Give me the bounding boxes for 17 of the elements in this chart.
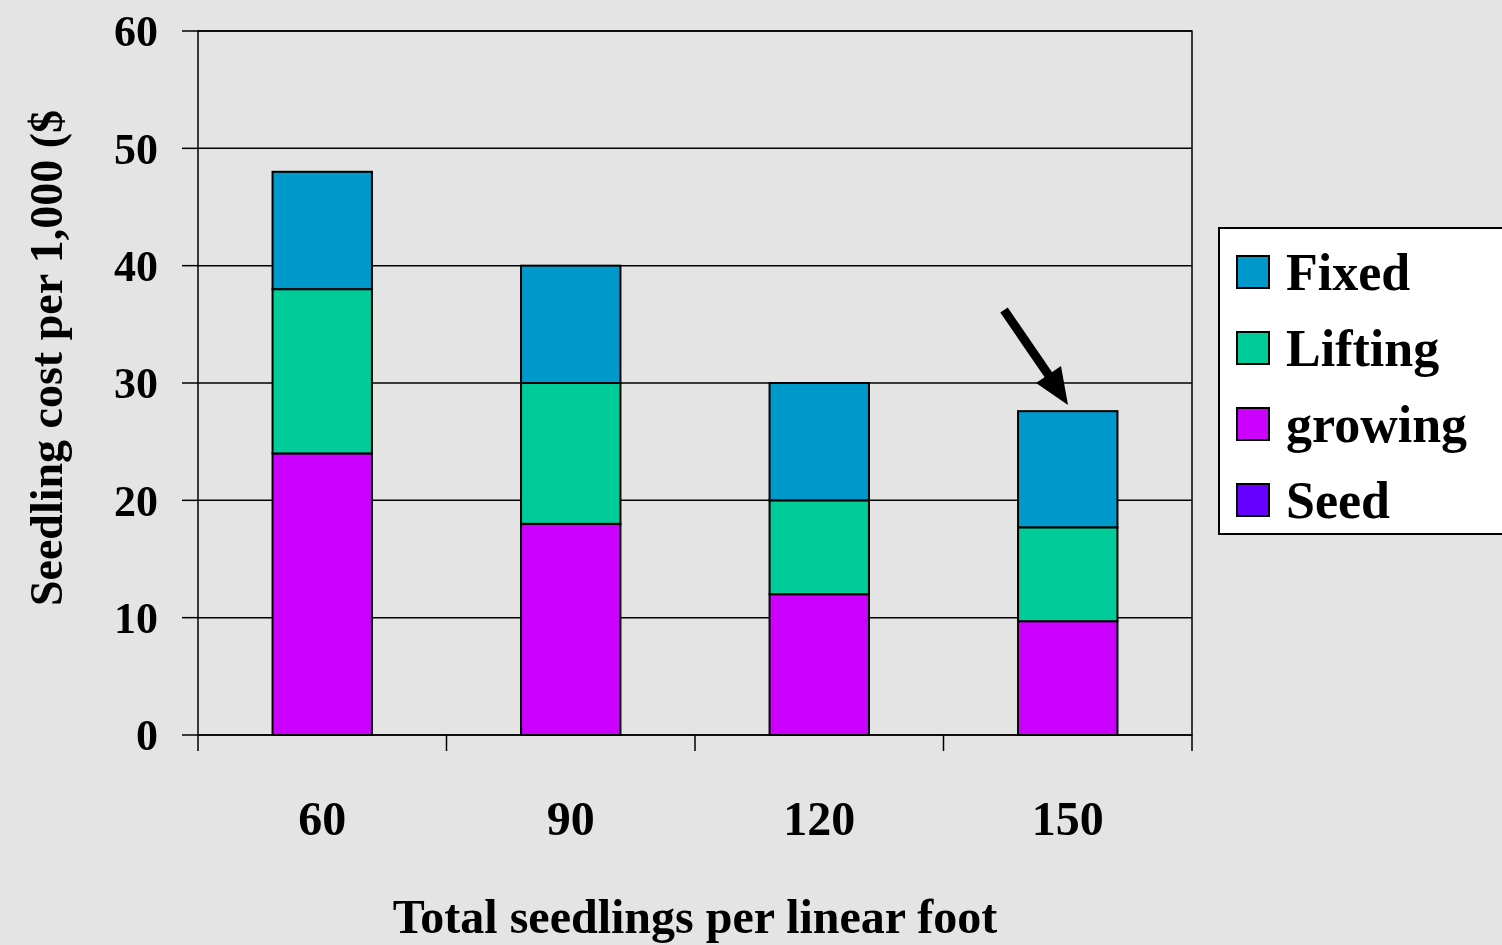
y-tick-label: 10 xyxy=(114,594,158,644)
y-axis-title: Seedling cost per 1,000 ($ xyxy=(21,109,72,607)
y-tick-label: 30 xyxy=(114,359,158,409)
x-axis-title: Total seedlings per linear foot xyxy=(392,890,998,943)
legend-label: Seed xyxy=(1286,472,1391,530)
legend-label: growing xyxy=(1286,396,1468,454)
y-tick-label: 0 xyxy=(136,711,158,761)
x-tick-label: 120 xyxy=(783,792,856,845)
legend-label: Fixed xyxy=(1286,244,1411,302)
legend-label: Lifting xyxy=(1286,320,1440,378)
x-tick-label: 90 xyxy=(546,792,595,845)
x-tick-label: 60 xyxy=(298,792,347,845)
y-tick-label: 20 xyxy=(114,476,158,526)
y-tick-label: 50 xyxy=(114,124,158,174)
y-tick-label: 60 xyxy=(114,7,158,57)
x-tick-label: 150 xyxy=(1031,792,1104,845)
y-tick-label: 40 xyxy=(114,242,158,292)
